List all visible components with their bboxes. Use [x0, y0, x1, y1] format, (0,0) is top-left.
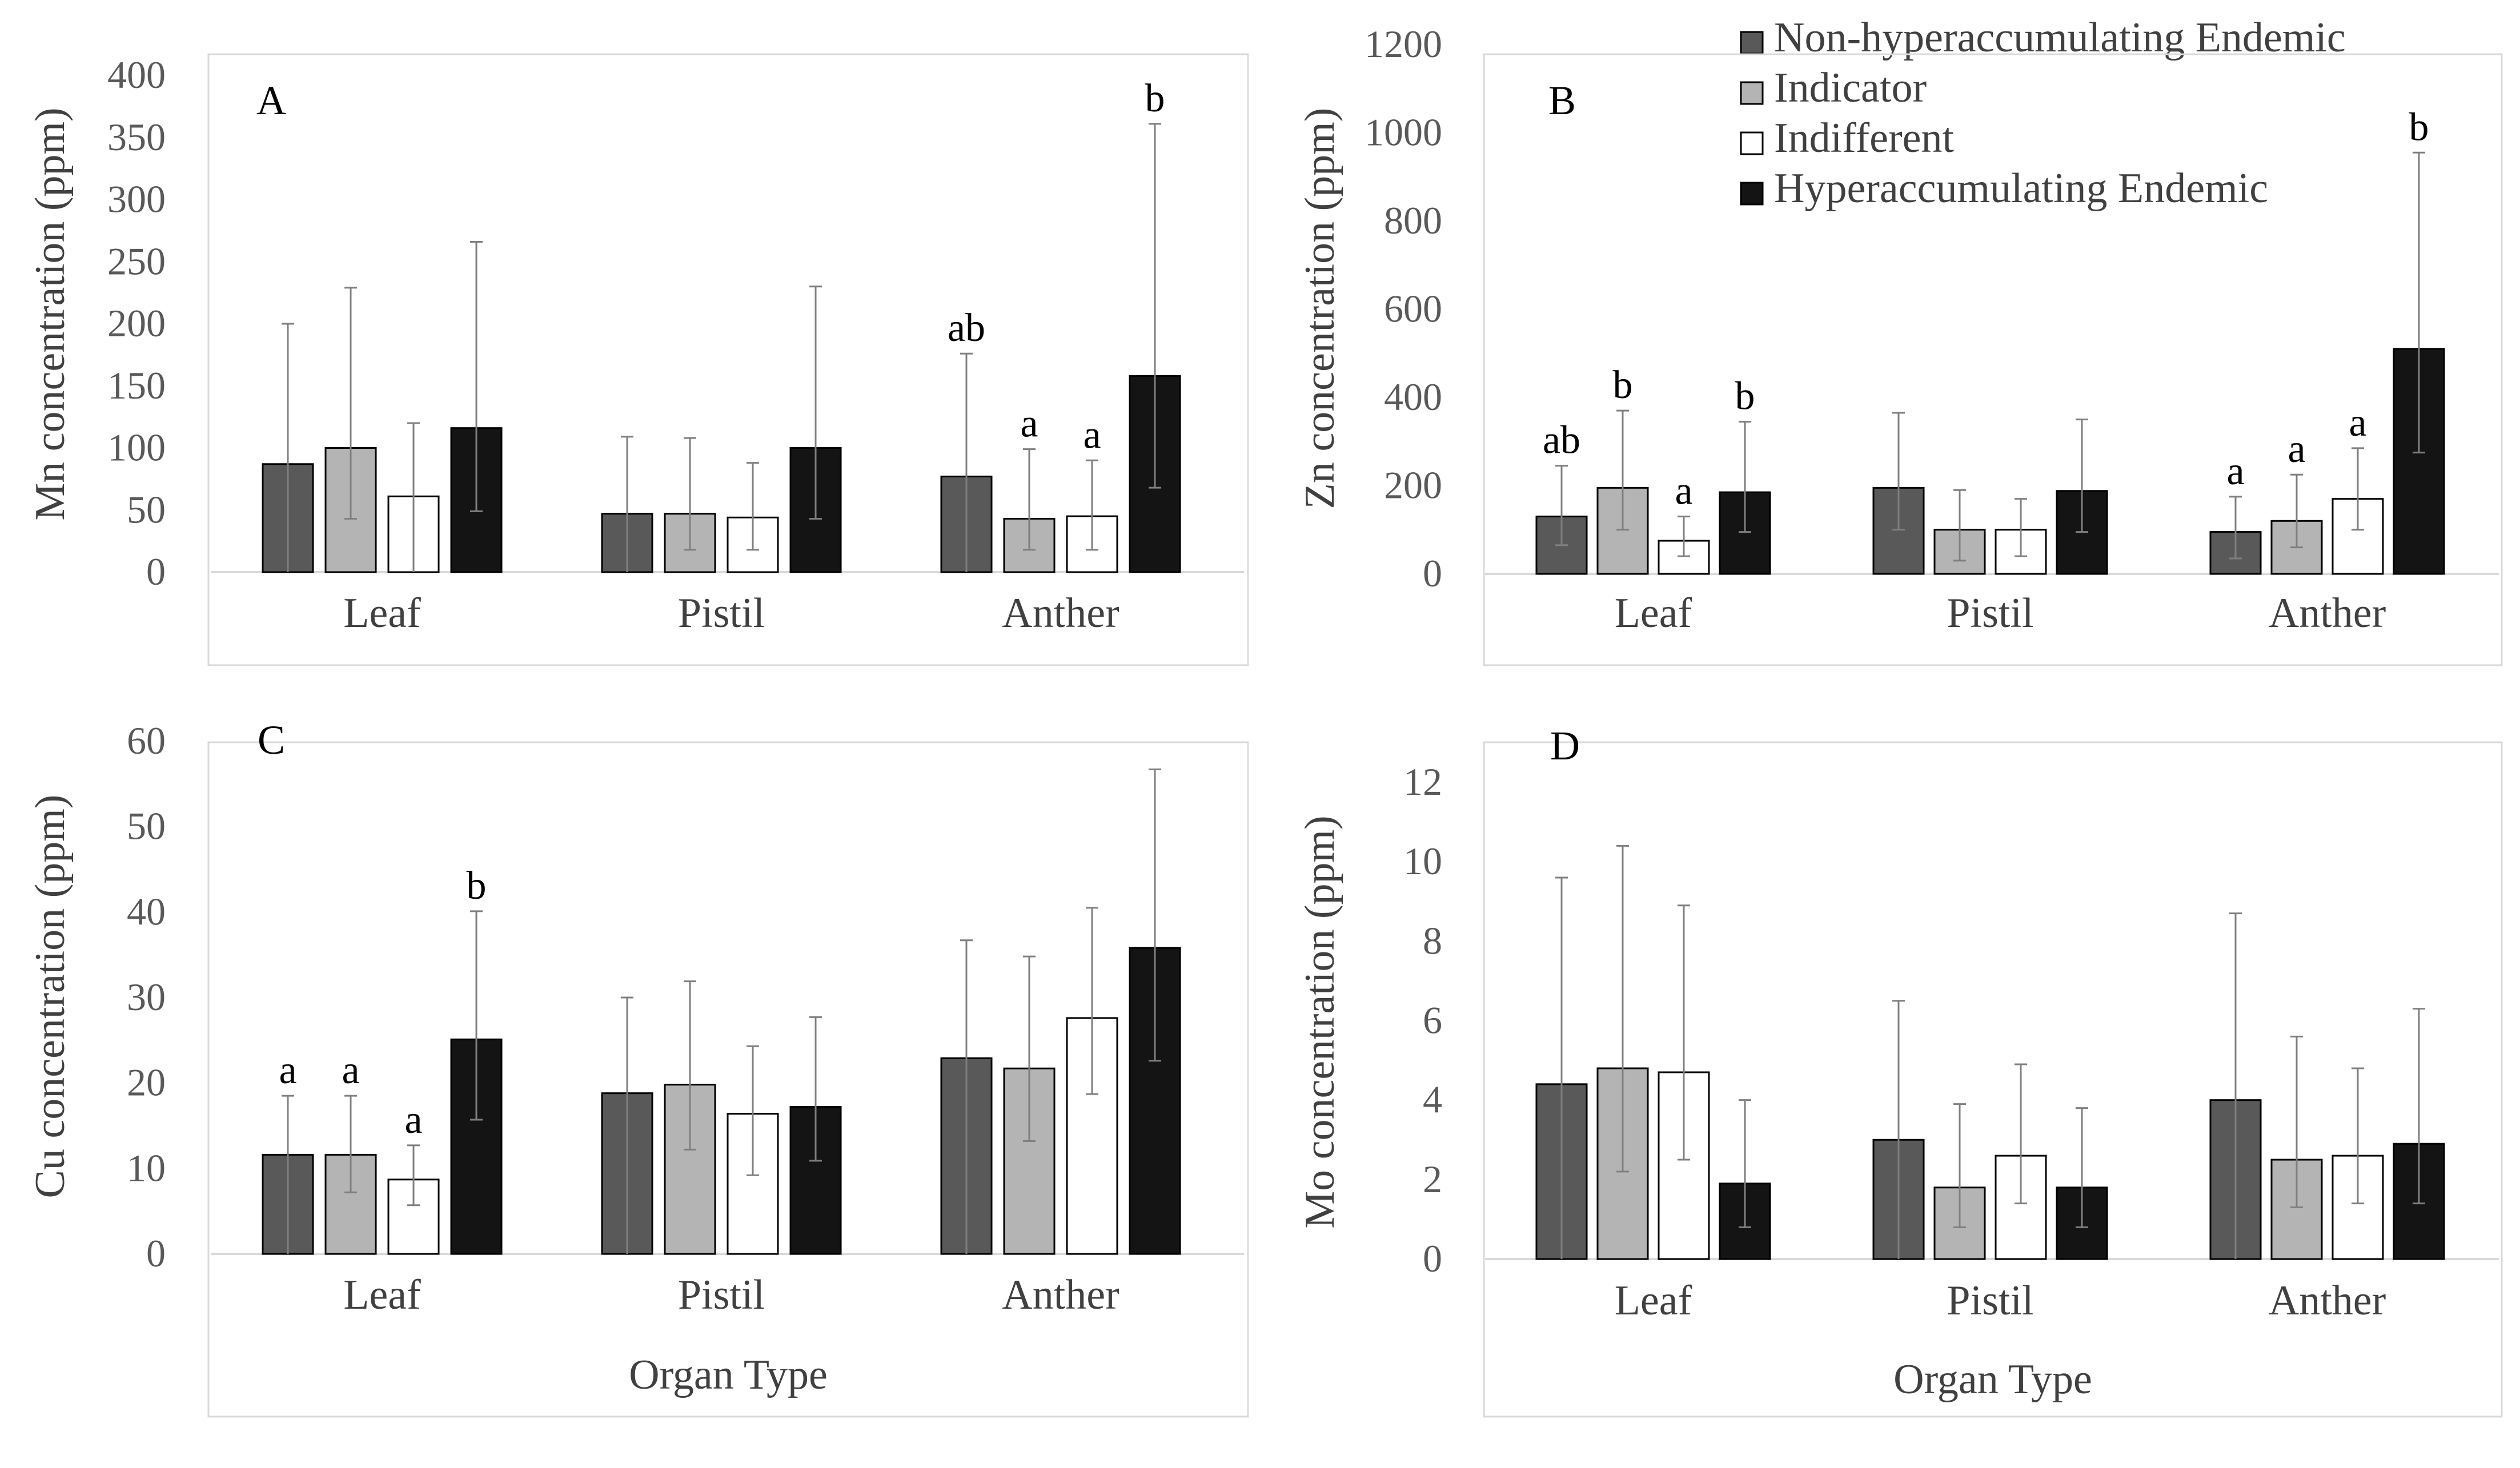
legend: Non-hyperaccumulating EndemicIndicatorIn… [1740, 14, 2346, 212]
y-axis-title: Cu concentration (ppm) [27, 795, 74, 1198]
y-axis-title: Mn concentration (ppm) [27, 107, 74, 520]
y-tick-label: 250 [107, 239, 166, 283]
y-tick-label: 600 [1384, 287, 1442, 331]
panel-letter: A [256, 78, 286, 123]
category-label: Leaf [343, 590, 421, 637]
y-axis-title: Zn concentration (ppm) [1297, 108, 1343, 509]
panel-c: 0 10 20 30 40 50 60 a a a b Leaf Pistil Anther Cu conc… [27, 717, 1249, 1418]
y-tick-label: 350 [107, 115, 166, 159]
y-tick-label: 1000 [1365, 111, 1442, 154]
y-tick-label: 800 [1384, 199, 1442, 242]
significance-letter: a [404, 1098, 422, 1142]
category-label: Anther [2269, 590, 2386, 637]
y-tick-label: 12 [1403, 760, 1442, 803]
y-tick-label: 30 [127, 975, 166, 1019]
panel-letter: C [258, 717, 285, 763]
y-tick-label: 200 [107, 301, 166, 345]
chart-frame [207, 741, 1249, 1418]
category-label: Leaf [1615, 590, 1692, 637]
panel-letter: B [1548, 78, 1576, 123]
category-label: Pistil [1947, 590, 2033, 637]
category-label: Anther [1002, 1272, 1119, 1318]
y-tick-label: 60 [127, 719, 166, 762]
y-tick-label: 0 [146, 1232, 166, 1275]
y-tick-label: 300 [107, 178, 166, 221]
legend-swatch [1740, 131, 1764, 155]
x-axis-title: Organ Type [629, 1352, 828, 1398]
y-tick-label: 40 [127, 890, 166, 933]
y-tick-label: 400 [107, 53, 166, 96]
y-tick-label: 1200 [1365, 22, 1442, 66]
y-tick-label: 6 [1423, 999, 1442, 1042]
category-label: Pistil [1947, 1277, 2033, 1324]
legend-label: Hyperaccumulating Endemic [1774, 165, 2268, 212]
significance-letter: a [2288, 427, 2305, 471]
legend-swatch [1740, 31, 1764, 55]
y-tick-label: 50 [127, 488, 166, 531]
category-label: Leaf [1615, 1277, 1692, 1324]
significance-letter: b [1613, 363, 1633, 407]
y-tick-label: 0 [1423, 552, 1442, 595]
significance-letter: ab [948, 306, 985, 350]
x-axis-title: Organ Type [1893, 1356, 2092, 1403]
significance-letter: a [1083, 413, 1101, 457]
significance-letter: b [1735, 374, 1755, 418]
significance-letter: b [2409, 105, 2429, 149]
significance-letter: b [1145, 77, 1165, 120]
y-axis-title: Mo concentration (ppm) [1297, 815, 1343, 1228]
significance-letter: b [467, 864, 487, 908]
chart-frame [1483, 53, 2503, 666]
legend-swatch [1740, 81, 1764, 105]
panel-letter: D [1550, 723, 1580, 769]
y-tick-label: 150 [107, 364, 166, 407]
significance-letter: a [279, 1048, 296, 1092]
y-tick-label: 0 [1423, 1237, 1442, 1280]
y-tick-label: 8 [1423, 919, 1442, 962]
category-label: Leaf [343, 1272, 421, 1318]
y-tick-label: 400 [1384, 375, 1442, 419]
y-tick-label: 100 [107, 426, 166, 469]
significance-letter: a [1020, 402, 1038, 446]
y-tick-label: 2 [1423, 1157, 1442, 1201]
y-tick-label: 10 [1403, 839, 1442, 883]
category-label: Anther [2269, 1277, 2386, 1324]
y-tick-label: 4 [1423, 1078, 1442, 1121]
legend-swatch [1740, 182, 1764, 206]
y-tick-label: 200 [1384, 464, 1442, 507]
y-tick-label: 10 [127, 1146, 166, 1189]
significance-letter: a [1675, 469, 1692, 513]
legend-label: Indifferent [1774, 115, 1954, 162]
bar [2270, 1159, 2323, 1260]
chart-frame [1483, 741, 2503, 1418]
significance-letter: a [2226, 449, 2244, 493]
significance-letter: a [2349, 401, 2366, 445]
y-tick-label: 50 [127, 805, 166, 848]
y-tick-label: 0 [146, 550, 166, 593]
bar [324, 1153, 377, 1255]
category-label: Pistil [678, 1272, 765, 1318]
legend-label: Non-hyperaccumulating Endemic [1774, 14, 2346, 61]
legend-label: Indicator [1774, 65, 1927, 111]
category-label: Pistil [678, 590, 765, 637]
significance-letter: a [342, 1048, 359, 1092]
significance-letter: ab [1543, 419, 1580, 462]
panel-d: 0 2 4 6 8 10 12 Leaf Pistil Anther Mo concentratio… [1297, 723, 2503, 1418]
y-tick-label: 20 [127, 1061, 166, 1104]
category-label: Anther [1002, 590, 1119, 637]
chart-frame [207, 53, 1249, 666]
